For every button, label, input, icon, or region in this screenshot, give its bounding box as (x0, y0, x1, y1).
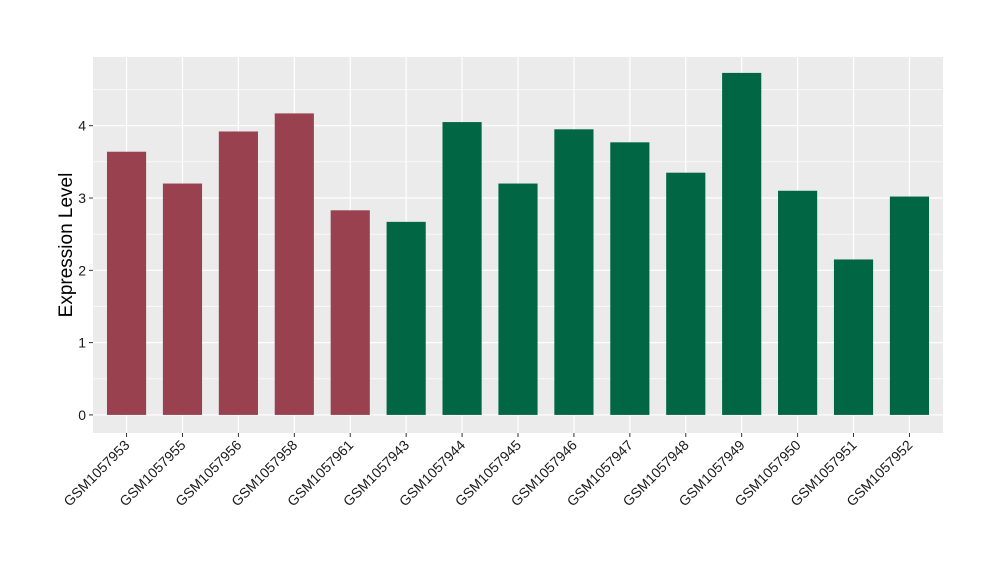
y-tick-label: 0 (78, 407, 86, 423)
bars (106, 72, 930, 415)
y-tick-label: 2 (78, 262, 86, 278)
y-axis-title: Expression Level (56, 173, 77, 318)
bar-gsm1057944 (442, 122, 482, 415)
x-axis: GSM1057953GSM1057955GSM1057956GSM1057958… (60, 433, 916, 509)
bar-gsm1057949 (722, 72, 762, 415)
bar-gsm1057958 (274, 113, 314, 415)
bar-gsm1057956 (218, 131, 258, 415)
y-tick-label: 4 (78, 118, 86, 134)
bar-gsm1057948 (666, 172, 706, 415)
bar-gsm1057952 (889, 196, 930, 415)
bar-gsm1057951 (833, 259, 874, 415)
bar-gsm1057955 (162, 183, 203, 415)
bar-gsm1057953 (106, 151, 147, 415)
bar-gsm1057961 (330, 210, 370, 415)
y-tick-label: 3 (78, 190, 86, 206)
y-axis: 0 1 2 3 4 (78, 118, 93, 423)
bar-gsm1057943 (386, 221, 426, 415)
bar-gsm1057947 (610, 142, 650, 415)
bar-gsm1057950 (778, 190, 818, 415)
bar-gsm1057945 (498, 183, 538, 415)
bar-gsm1057946 (554, 129, 594, 415)
y-tick-label: 1 (78, 335, 86, 351)
